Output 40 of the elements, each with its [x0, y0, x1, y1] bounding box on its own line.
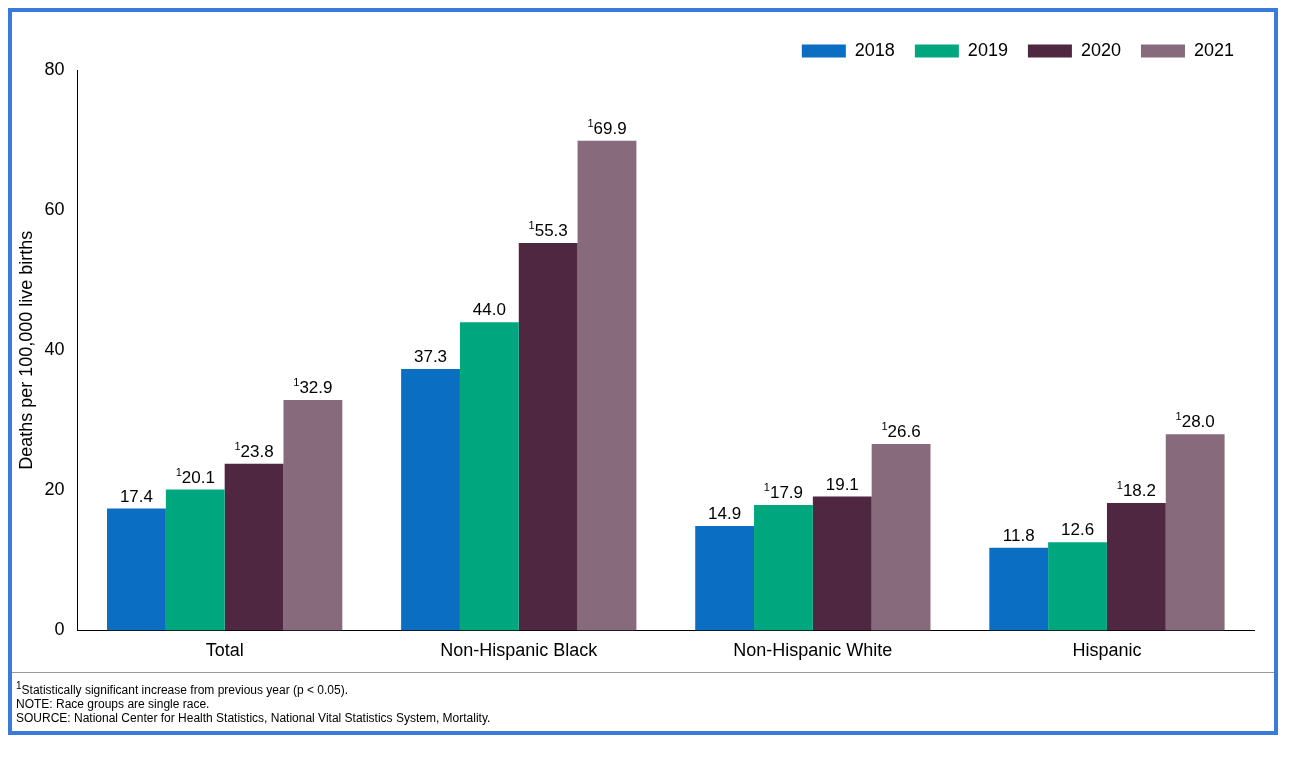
data-label: 37.3 [413, 347, 448, 367]
data-label: 44.0 [472, 300, 506, 320]
bar [989, 547, 1049, 631]
legend-label: 2021 [1193, 39, 1234, 60]
legend-label: 2018 [854, 39, 895, 60]
data-label: 12.6 [1061, 520, 1095, 540]
bar [577, 140, 637, 631]
source-note: SOURCE: National Center for Health Statistics, National Vital Statistics System, Mortality. [16, 711, 492, 725]
y-tick-label: 20 [44, 479, 65, 500]
bar [871, 444, 931, 631]
legend-label: 2019 [967, 39, 1008, 60]
y-tick-label: 0 [54, 619, 65, 640]
bar [1165, 434, 1225, 631]
text: $^{1}$Statistically significant increase from previous year (p < 0.05). [16, 679, 350, 697]
legend-label: 2020 [1080, 39, 1121, 60]
x-tick-label: Hispanic [1072, 640, 1142, 661]
data-label: 19.1 [825, 474, 859, 494]
bar [459, 322, 519, 631]
data-label: 17.4 [119, 486, 153, 506]
bar [518, 243, 578, 631]
x-tick-label: Non-Hispanic White [733, 640, 893, 661]
x-tick-label: Total [205, 640, 244, 661]
text: NOTE: Race groups are single race. [16, 697, 211, 711]
data-label: 11.8 [1002, 525, 1035, 545]
y-axis-title: Deaths per 100,000 live births [15, 230, 36, 470]
bar [1048, 542, 1107, 631]
y-tick-label: 40 [44, 339, 65, 360]
bar [401, 369, 460, 631]
bar [695, 526, 755, 631]
data-label: 14.9 [708, 504, 742, 524]
bar [224, 463, 284, 631]
bar [812, 496, 872, 631]
y-tick-label: 80 [44, 58, 65, 79]
x-tick-label: Non-Hispanic Black [440, 640, 599, 661]
bar [283, 399, 343, 631]
y-tick-label: 60 [44, 199, 65, 220]
bar [165, 489, 225, 631]
bar [754, 505, 813, 631]
bar [107, 508, 166, 631]
bar [1106, 502, 1166, 631]
